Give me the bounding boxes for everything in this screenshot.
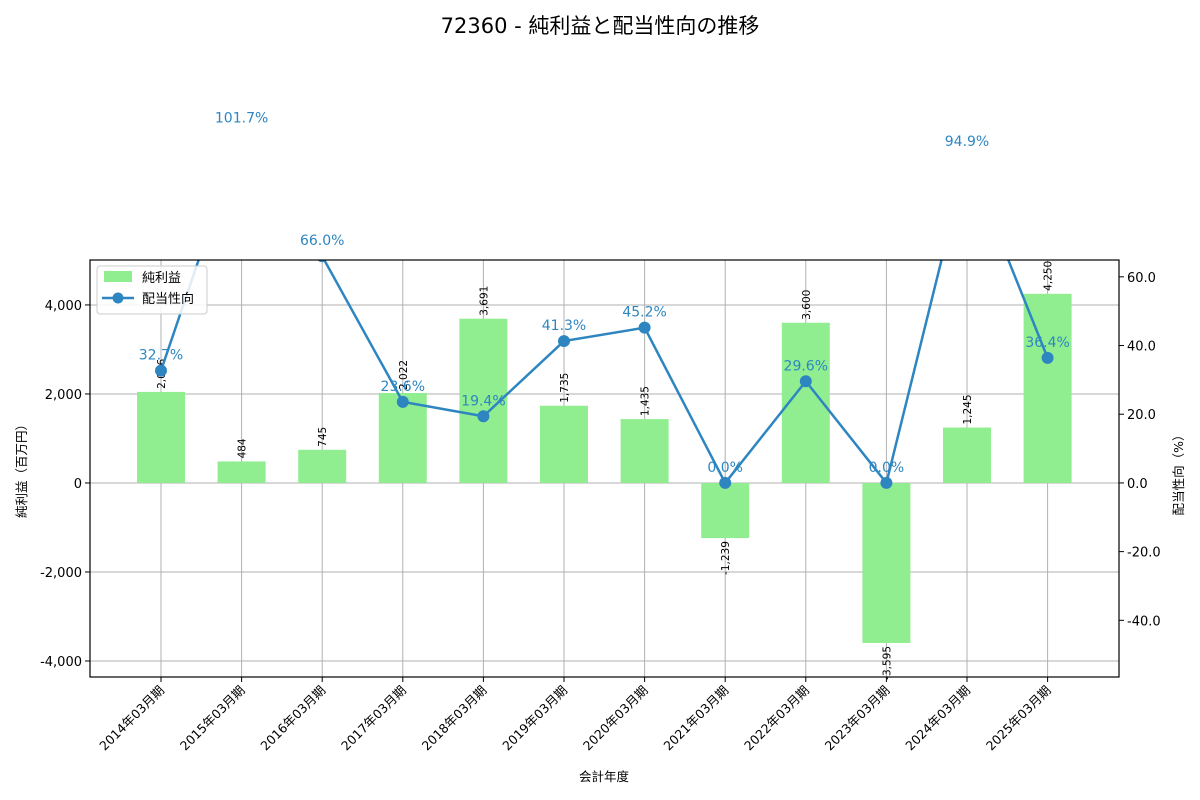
payout-point-marker [961,151,973,163]
bar-value-label: 484 [237,438,249,458]
legend-marker-icon [112,292,124,304]
axes: 2014年03月期 2015年03月期 2016年03月期 2017年03月期 2018… [40,271,1161,754]
x-tick-label: 2015年03月期 [177,683,248,754]
x-tick-label: 2024年03月期 [902,683,973,754]
payout-value-label: 36.4% [1025,335,1069,351]
payout-value-label: 66.0% [300,233,344,249]
bar-value-label: 2,022 [398,360,410,390]
bar-value-label: -3,595 [881,646,893,680]
payout-point-marker [638,321,651,334]
legend-label-payout: 配当性向 [142,291,194,307]
bar [137,391,185,483]
payout-value-label: 94.9% [945,134,989,150]
bar-value-label: 1,735 [559,373,571,403]
bar-value-label: 3,600 [801,290,813,320]
y-axis-label: 純利益（百万円） [14,418,29,518]
x-axis-label: 会計年度 [579,769,630,784]
bar-value-label: 4,250 [1043,261,1055,291]
net-income-bars [137,293,1072,643]
payout-ratio-line [155,128,1054,489]
bar [862,482,911,643]
payout-point-marker [880,476,893,489]
payout-point-marker [477,410,490,423]
legend-bar-swatch [104,271,132,282]
y2-axis-label: 配当性向（%） [1171,429,1186,516]
bar-value-label: 3,691 [478,286,490,316]
y2-tick-label: -20.0 [1127,546,1161,561]
bar [298,449,347,483]
payout-line-path [159,260,1049,486]
x-tick-label: 2019年03月期 [499,683,570,754]
payout-point-marker [719,476,732,489]
x-tick-label: 2017年03月期 [338,683,409,754]
bar [943,427,991,483]
y2-tick-label: 20.0 [1127,408,1156,423]
plot-frame [89,259,1120,678]
payout-point-marker [396,395,409,408]
bar [217,461,266,483]
x-tick-label: 2021年03月期 [660,683,731,754]
y-tick-label: -2,000 [40,566,82,581]
payout-ratio-labels: 32.7% 101.7% 66.0% 23.6% 19.4% 41.3% 45.2% 0.0%… [139,111,1070,476]
payout-value-label: 101.7% [215,111,268,127]
payout-value-label: 29.6% [784,358,828,374]
payout-value-label: 19.4% [461,393,505,409]
payout-value-label: 23.6% [381,379,425,395]
payout-value-label: 0.0% [707,460,743,476]
payout-value-label: 0.0% [869,460,905,476]
payout-value-label: 45.2% [622,305,666,321]
legend-label-net-income: 純利益 [142,271,181,286]
chart-title: 72360 - 純利益と配当性向の推移 [440,14,760,38]
payout-point-marker [1041,351,1054,364]
y-tick-label: 0 [74,477,82,492]
x-tick-label: 2025年03月期 [983,683,1054,754]
x-tick-label: 2018年03月期 [419,683,490,754]
x-tick-label: 2020年03月期 [580,683,651,754]
bar-value-label: 1,435 [640,386,652,416]
payout-point-marker [236,128,248,140]
payout-point-marker [558,335,570,348]
bar [378,392,427,483]
bar [701,482,750,539]
bar-value-label: -1,239 [720,541,732,575]
y2-tick-label: -40.0 [1127,614,1161,629]
payout-point-marker [799,375,812,388]
bar-value-label: 745 [317,427,329,447]
bar [1023,293,1072,483]
x-tick-label: 2022年03月期 [741,683,812,754]
x-tick-label: 2014年03月期 [96,683,167,754]
y-tick-label: -4,000 [40,655,82,670]
bar [620,419,669,483]
payout-point-marker [155,364,167,377]
y-tick-label: 2,000 [45,388,82,403]
net-income-bar-labels: 2,0464847452,0223,6911,7351,435-1,2393,6… [156,261,1055,680]
bar [540,405,588,483]
y2-tick-label: 60.0 [1127,271,1156,286]
payout-value-label: 41.3% [542,318,586,334]
y2-tick-label: 40.0 [1127,340,1156,355]
y2-tick-label: 0.0 [1127,477,1148,492]
y-tick-label: 4,000 [45,299,82,314]
x-tick-label: 2016年03月期 [257,683,328,754]
legend: 純利益 配当性向 [96,265,208,315]
bar-value-label: 1,245 [962,394,974,424]
x-tick-label: 2023年03月期 [822,683,893,754]
payout-value-label: 32.7% [139,348,183,364]
